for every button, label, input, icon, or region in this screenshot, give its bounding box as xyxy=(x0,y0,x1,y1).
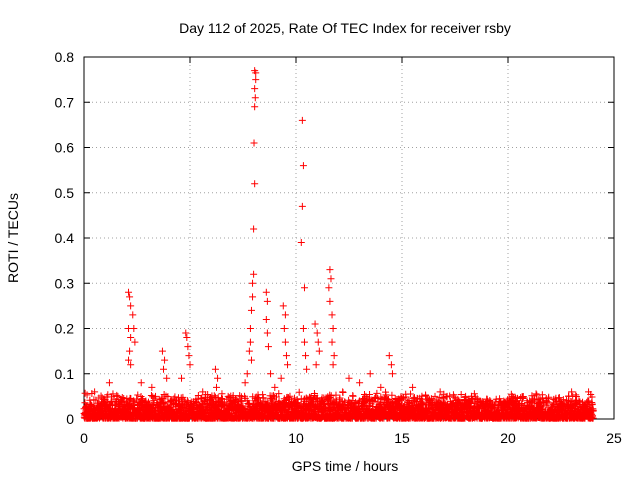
data-point xyxy=(210,392,218,400)
data-point xyxy=(113,391,121,399)
data-point xyxy=(118,394,126,402)
data-point xyxy=(166,398,174,406)
data-point xyxy=(215,399,223,407)
data-point xyxy=(370,397,378,405)
data-point xyxy=(152,392,160,400)
data-point xyxy=(382,391,390,399)
y-tick-label: 0.1 xyxy=(55,366,75,382)
data-point xyxy=(171,393,179,401)
data-point xyxy=(259,394,267,402)
data-point xyxy=(133,395,141,403)
data-point xyxy=(327,392,335,400)
x-axis-title: GPS time / hours xyxy=(292,458,399,474)
x-tick-label: 20 xyxy=(500,430,516,446)
data-point xyxy=(134,391,142,399)
y-tick-label: 0.2 xyxy=(55,321,75,337)
data-point xyxy=(177,394,185,402)
data-point xyxy=(373,389,381,397)
data-point xyxy=(349,392,357,400)
data-point xyxy=(109,390,117,398)
data-point xyxy=(366,391,374,399)
y-tick-label: 0.7 xyxy=(55,94,75,110)
data-point xyxy=(320,399,328,407)
data-point xyxy=(254,395,262,403)
data-point xyxy=(164,393,172,401)
x-tick-label: 10 xyxy=(288,430,304,446)
data-point xyxy=(81,399,89,407)
data-point xyxy=(332,391,340,399)
data-point xyxy=(245,399,253,407)
y-tick-label: 0.5 xyxy=(55,185,75,201)
x-tick-label: 25 xyxy=(606,430,622,446)
x-tick-label: 0 xyxy=(80,430,88,446)
data-point xyxy=(150,394,158,402)
data-point xyxy=(388,391,396,399)
y-tick-label: 0 xyxy=(66,411,74,427)
data-point xyxy=(374,394,382,402)
data-point xyxy=(158,395,166,403)
grid-lines xyxy=(84,57,614,419)
data-point xyxy=(218,390,226,398)
y-axis-title: ROTI / TECUs xyxy=(5,193,21,283)
data-point xyxy=(285,394,293,402)
data-point xyxy=(295,388,303,396)
data-point xyxy=(236,392,244,400)
x-tick-label: 15 xyxy=(394,430,410,446)
data-point xyxy=(275,390,283,398)
data-point xyxy=(293,396,301,404)
x-tick-label: 5 xyxy=(186,430,194,446)
y-tick-label: 0.6 xyxy=(55,140,75,156)
data-points xyxy=(80,67,597,422)
y-tick-label: 0.4 xyxy=(55,230,75,246)
data-point xyxy=(104,391,112,399)
chart-title: Day 112 of 2025, Rate Of TEC Index for r… xyxy=(179,20,511,36)
y-tick-label: 0.3 xyxy=(55,275,75,291)
data-point xyxy=(270,392,278,400)
y-tick-label: 0.8 xyxy=(55,49,75,65)
data-point xyxy=(83,391,91,399)
data-point xyxy=(321,400,329,408)
data-point xyxy=(294,399,302,407)
data-point xyxy=(286,392,294,400)
